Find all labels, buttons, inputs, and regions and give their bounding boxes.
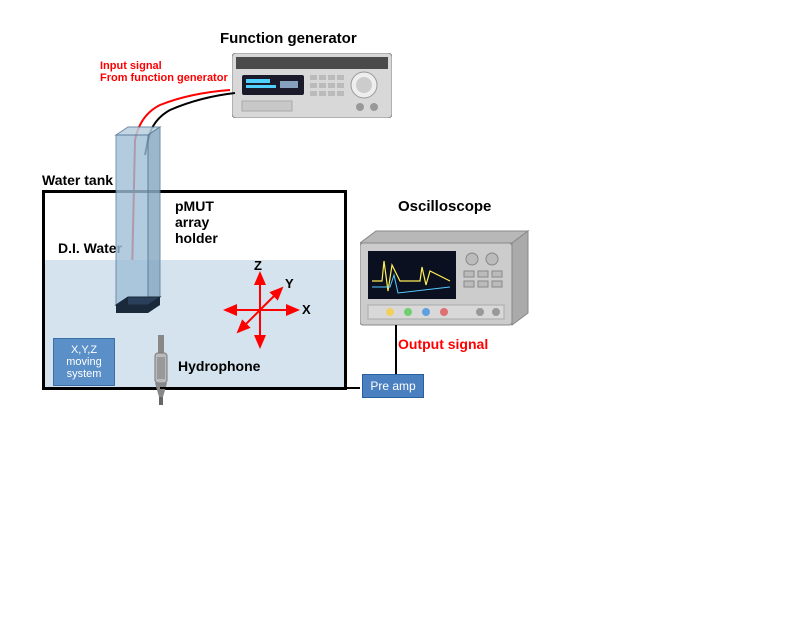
pmut-label-1: pMUT: [175, 198, 214, 214]
xyz-label-3: system: [54, 368, 114, 380]
oscilloscope-label: Oscilloscope: [398, 198, 491, 215]
preamp-box: Pre amp: [362, 374, 424, 398]
preamp-to-osc-wire: [392, 325, 402, 375]
pmut-holder: [108, 125, 178, 325]
xyz-label-2: moving: [54, 356, 114, 368]
input-signal-label-2: From function generator: [100, 72, 228, 84]
axis-y-label: Y: [285, 276, 294, 291]
output-wire: [155, 384, 365, 396]
preamp-label: Pre amp: [370, 379, 415, 393]
pmut-label-2: array: [175, 214, 209, 230]
hydrophone: [152, 335, 170, 407]
xyz-label-1: X,Y,Z: [54, 344, 114, 356]
input-signal-label-1: Input signal: [100, 60, 162, 72]
oscilloscope-device: [360, 225, 530, 335]
hydrophone-label: Hydrophone: [178, 358, 260, 374]
axis-z-label: Z: [254, 258, 262, 273]
water-tank-label: Water tank: [42, 172, 113, 188]
pmut-label-3: holder: [175, 230, 218, 246]
output-signal-label: Output signal: [398, 336, 488, 352]
axis-x-label: X: [302, 302, 311, 317]
coordinate-axes: [220, 265, 310, 355]
function-generator-label: Function generator: [220, 30, 357, 47]
xyz-moving-system: X,Y,Z moving system: [53, 338, 115, 386]
